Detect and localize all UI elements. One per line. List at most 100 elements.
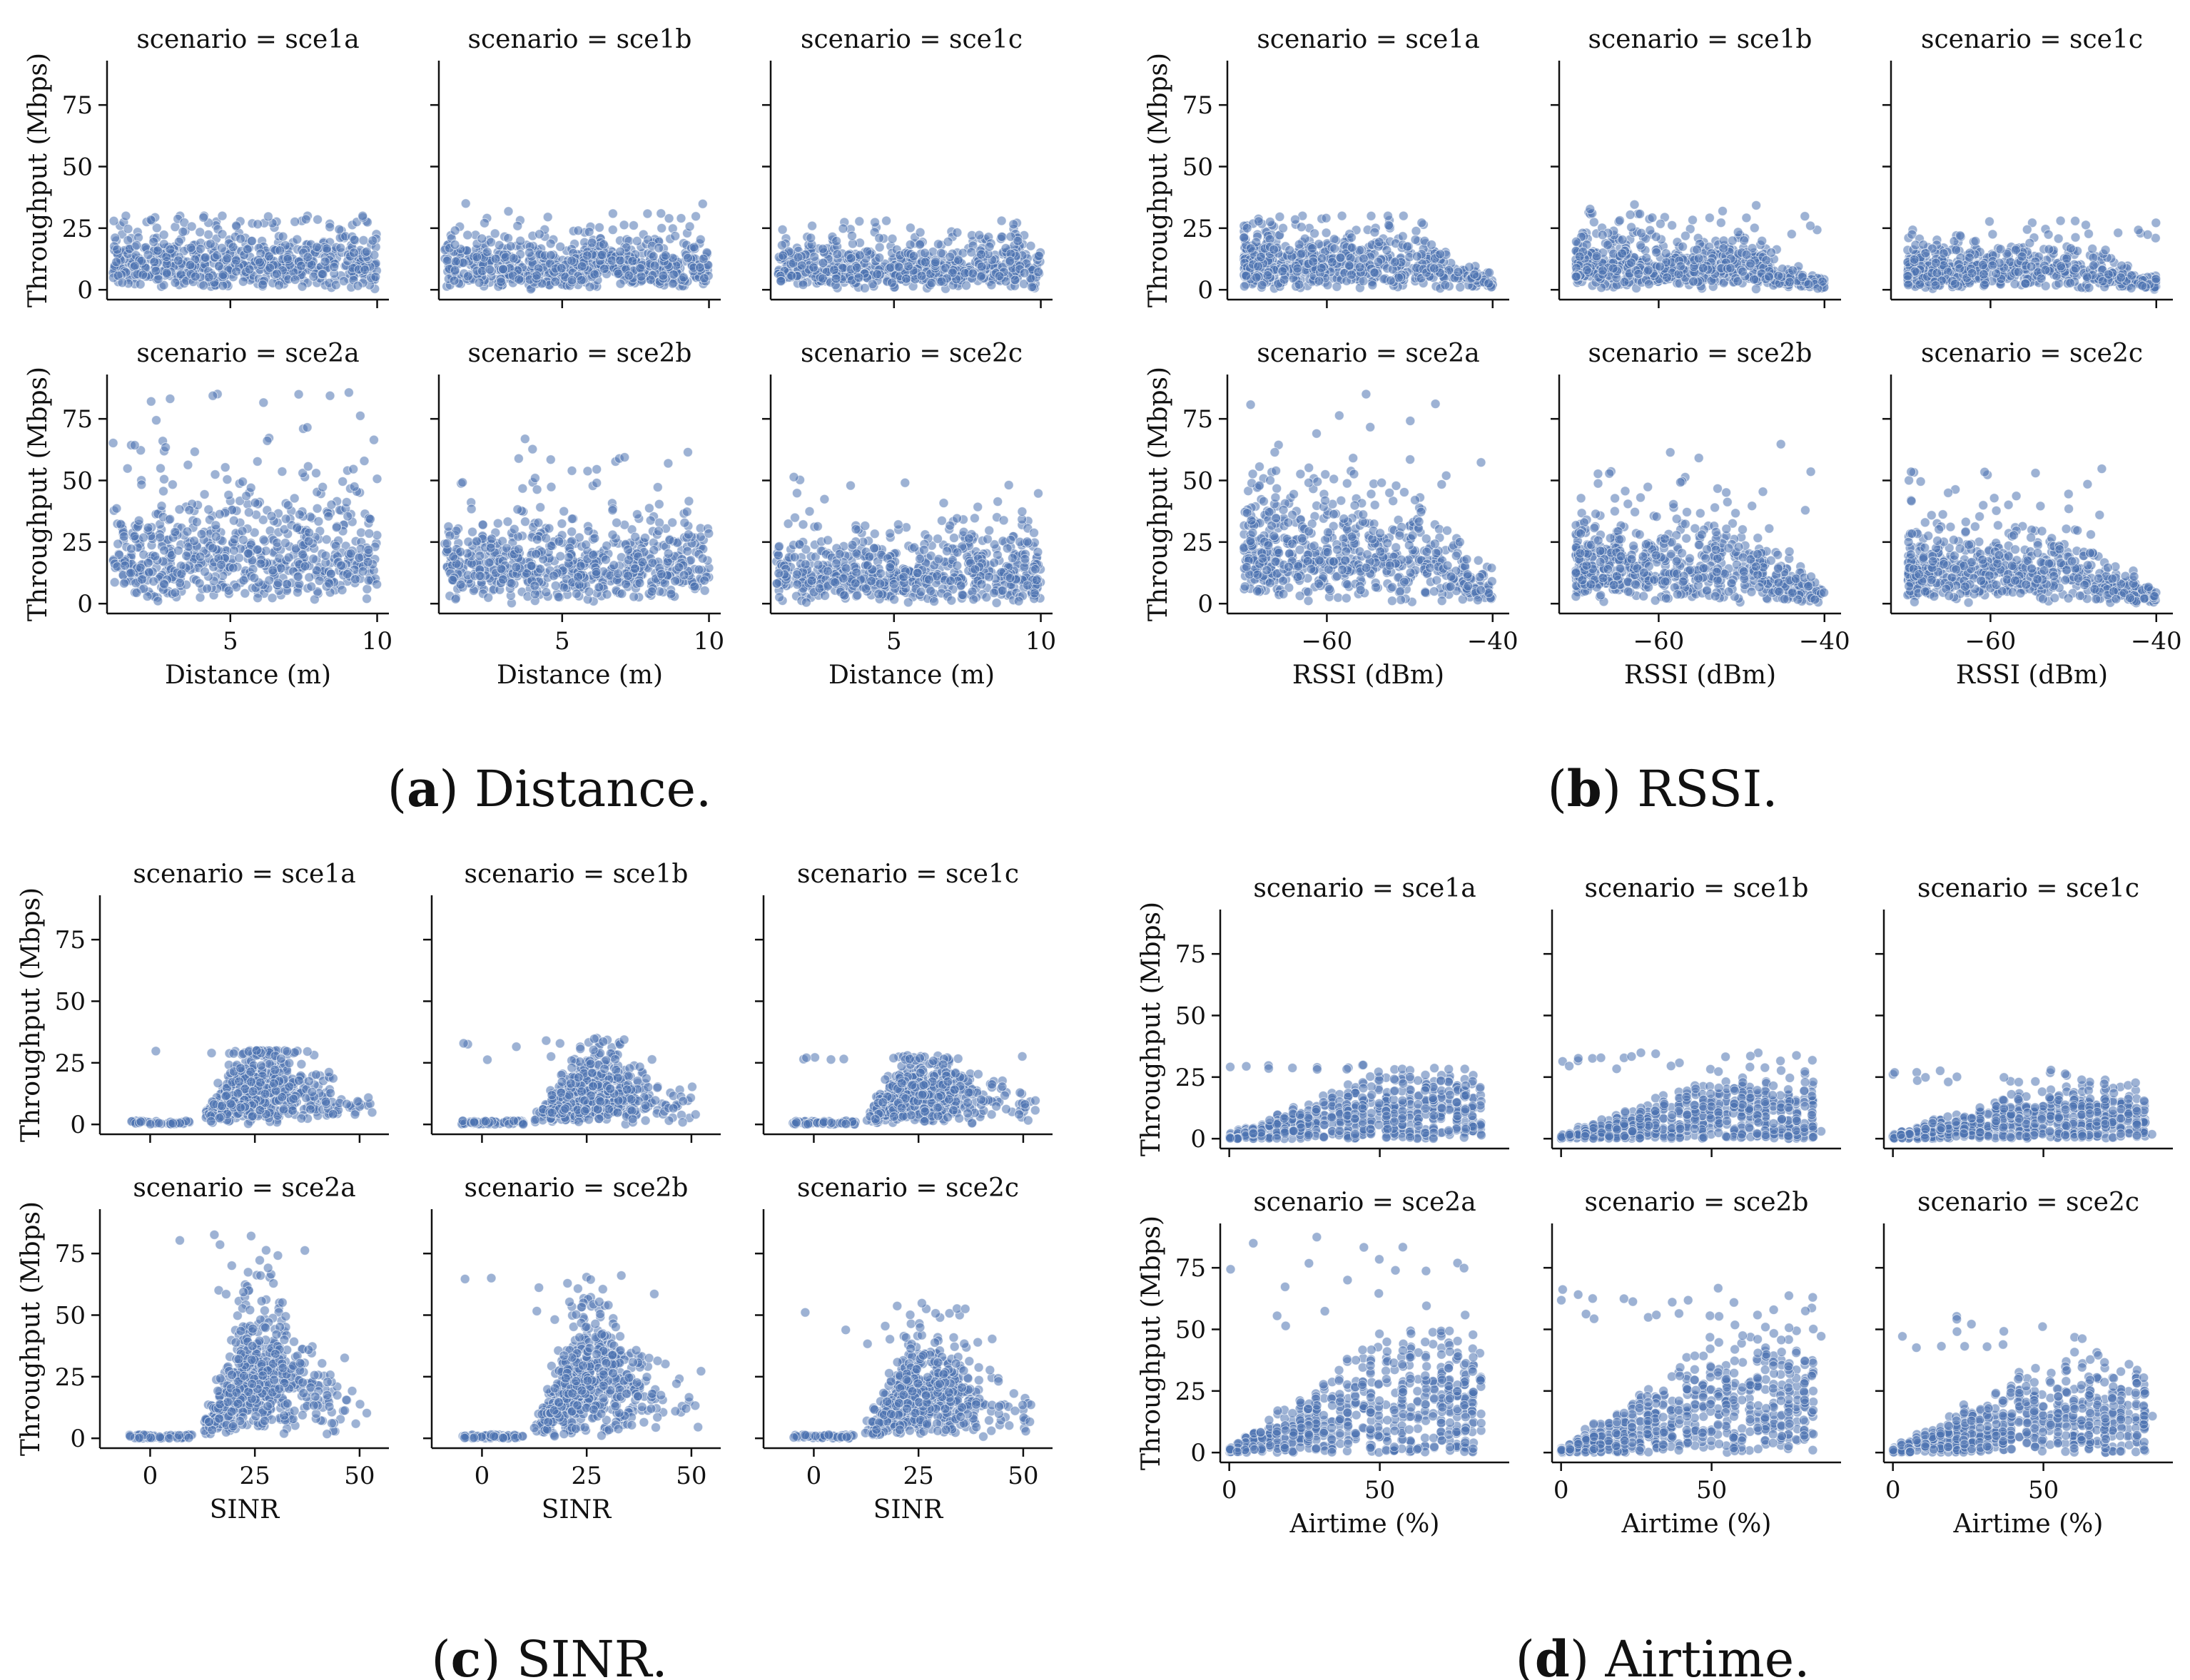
data-point	[1020, 554, 1030, 564]
data-point	[1367, 280, 1378, 290]
data-point	[306, 581, 317, 592]
data-point	[216, 559, 227, 570]
data-point	[118, 531, 129, 541]
data-point	[268, 565, 278, 576]
data-point	[372, 474, 382, 484]
facet-title: scenario = sce2b	[468, 339, 692, 368]
caption-text: Distance.	[475, 760, 711, 818]
data-point	[321, 243, 332, 254]
data-point	[223, 586, 234, 596]
data-point	[153, 245, 163, 256]
data-point	[498, 264, 509, 275]
data-point	[839, 590, 850, 601]
data-point	[112, 244, 123, 255]
data-point	[1269, 244, 1279, 255]
data-point	[447, 575, 458, 585]
data-point	[475, 571, 485, 581]
y-tick-label: 0	[1197, 276, 1213, 305]
data-point	[998, 515, 1009, 526]
data-point	[559, 582, 569, 593]
data-point	[976, 261, 987, 272]
data-point	[266, 511, 277, 521]
data-point	[1292, 263, 1303, 274]
data-point	[290, 275, 300, 285]
data-point	[573, 225, 584, 236]
data-point	[949, 533, 959, 543]
data-point	[260, 546, 271, 556]
data-point	[1398, 210, 1409, 221]
data-point	[581, 539, 592, 550]
y-axis-label: Throughput (Mbps)	[24, 367, 53, 621]
data-point	[952, 513, 963, 524]
data-point	[296, 260, 307, 271]
data-point	[670, 230, 681, 241]
data-point	[364, 528, 375, 539]
data-point	[372, 579, 382, 590]
data-point	[647, 586, 657, 597]
data-point	[916, 270, 927, 281]
data-point	[900, 477, 911, 488]
x-tick-label: 10	[1025, 627, 1056, 656]
data-point	[113, 539, 123, 549]
data-point	[231, 266, 241, 277]
data-point	[1440, 280, 1451, 290]
data-point	[607, 505, 618, 516]
data-point	[773, 550, 784, 561]
data-point	[111, 257, 122, 268]
data-point	[137, 574, 148, 585]
data-point	[450, 265, 460, 275]
data-point	[930, 257, 941, 268]
data-point	[280, 538, 290, 549]
data-point	[318, 269, 328, 279]
data-point	[623, 571, 634, 581]
data-point	[1317, 253, 1327, 264]
data-point	[920, 257, 931, 268]
x-tick-label: 5	[223, 627, 238, 656]
data-point	[238, 534, 248, 545]
data-point	[699, 273, 709, 283]
data-point	[369, 434, 379, 445]
facet-a-sce1b: scenario = sce1b	[430, 25, 721, 308]
y-tick-label: 50	[1182, 153, 1213, 182]
data-point	[174, 504, 185, 515]
data-point	[682, 546, 693, 556]
data-point	[274, 280, 285, 290]
data-point	[237, 526, 248, 536]
data-point	[486, 237, 497, 248]
data-point	[881, 215, 892, 226]
data-point	[228, 515, 239, 526]
data-point	[597, 250, 607, 260]
y-tick-label: 25	[62, 215, 93, 243]
x-tick-label: 10	[362, 627, 392, 656]
data-point	[506, 578, 517, 589]
data-point	[901, 273, 912, 284]
data-point	[1321, 228, 1332, 238]
data-point	[1308, 256, 1319, 267]
data-point	[450, 240, 460, 250]
data-point	[1033, 546, 1043, 557]
data-point	[303, 536, 314, 546]
data-point	[471, 536, 482, 546]
data-point	[278, 231, 288, 242]
data-point	[599, 263, 609, 274]
data-point	[886, 278, 897, 288]
data-point	[658, 270, 669, 281]
data-point	[460, 198, 471, 209]
data-point	[1007, 553, 1018, 564]
data-point	[691, 211, 701, 222]
data-point	[1374, 237, 1384, 248]
y-axis-label: Throughput (Mbps)	[24, 53, 53, 307]
data-point	[289, 493, 300, 504]
data-point	[567, 255, 577, 266]
data-point	[513, 544, 524, 554]
data-point	[1321, 213, 1332, 223]
data-point	[555, 241, 566, 252]
data-point	[252, 456, 263, 467]
data-point	[320, 256, 330, 267]
data-point	[345, 548, 356, 559]
data-point	[294, 509, 305, 520]
data-point	[245, 482, 256, 493]
data-point	[683, 253, 693, 263]
data-point	[161, 268, 172, 278]
